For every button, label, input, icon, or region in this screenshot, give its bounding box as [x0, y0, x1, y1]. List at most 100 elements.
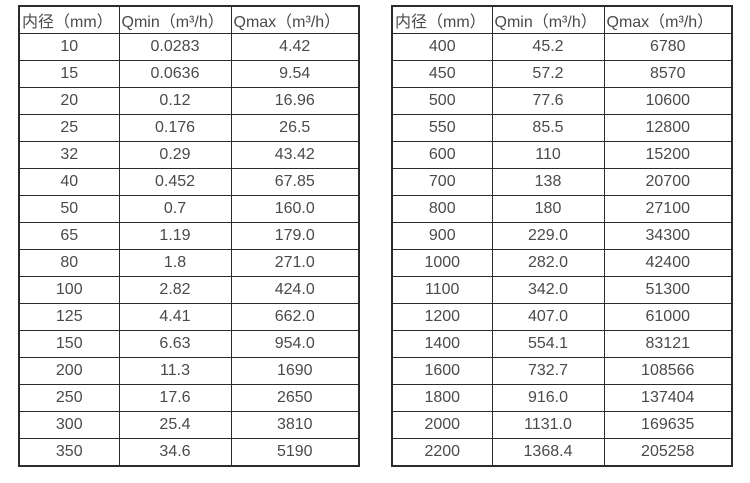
cell-qmax: 3810 — [230, 411, 360, 439]
cell-diameter: 2000 — [391, 411, 493, 439]
cell-diameter: 50 — [18, 195, 120, 223]
cell-qmax: 26.5 — [230, 114, 360, 142]
cell-qmax: 6780 — [603, 33, 733, 61]
table-row: 2200 1368.4 205258 — [391, 438, 733, 467]
table-row: 1100 342.0 51300 — [391, 276, 733, 304]
cell-qmax: 424.0 — [230, 276, 360, 304]
cell-diameter: 15 — [18, 60, 120, 88]
cell-qmin: 1.19 — [118, 222, 232, 250]
table-row: 1200 407.0 61000 — [391, 303, 733, 331]
table-row: 2000 1131.0 169635 — [391, 411, 733, 439]
cell-diameter: 700 — [391, 168, 493, 196]
table-row: 80 1.8 271.0 — [18, 249, 360, 277]
cell-diameter: 550 — [391, 114, 493, 142]
cell-qmin: 0.7 — [118, 195, 232, 223]
cell-qmax: 8570 — [603, 60, 733, 88]
cell-diameter: 1600 — [391, 357, 493, 385]
table-row: 1400 554.1 83121 — [391, 330, 733, 358]
table-row: 1000 282.0 42400 — [391, 249, 733, 277]
table-row: 550 85.5 12800 — [391, 114, 733, 142]
cell-qmax: 662.0 — [230, 303, 360, 331]
cell-qmax: 16.96 — [230, 87, 360, 115]
table-row: 32 0.29 43.42 — [18, 141, 360, 169]
cell-qmax: 2650 — [230, 384, 360, 412]
cell-qmin: 6.63 — [118, 330, 232, 358]
cell-diameter: 1100 — [391, 276, 493, 304]
cell-qmin: 0.452 — [118, 168, 232, 196]
table-row: 350 34.6 5190 — [18, 438, 360, 467]
column-header-qmax: Qmax（m³/h） — [230, 5, 360, 34]
cell-diameter: 800 — [391, 195, 493, 223]
cell-diameter: 100 — [18, 276, 120, 304]
table-row: 1800 916.0 137404 — [391, 384, 733, 412]
table-row: 100 2.82 424.0 — [18, 276, 360, 304]
cell-qmin: 1131.0 — [491, 411, 605, 439]
cell-qmax: 954.0 — [230, 330, 360, 358]
table-row: 400 45.2 6780 — [391, 33, 733, 61]
table-row: 50 0.7 160.0 — [18, 195, 360, 223]
cell-qmax: 169635 — [603, 411, 733, 439]
table-row: 900 229.0 34300 — [391, 222, 733, 250]
cell-qmin: 0.12 — [118, 87, 232, 115]
cell-qmin: 0.0636 — [118, 60, 232, 88]
cell-qmax: 67.85 — [230, 168, 360, 196]
cell-qmin: 2.82 — [118, 276, 232, 304]
cell-diameter: 1800 — [391, 384, 493, 412]
cell-qmax: 205258 — [603, 438, 733, 467]
flow-spec-table-right: 内径（mm） Qmin（m³/h） Qmax（m³/h） 400 45.2 6780… — [391, 5, 733, 467]
table-row: 65 1.19 179.0 — [18, 222, 360, 250]
table-row: 150 6.63 954.0 — [18, 330, 360, 358]
cell-qmin: 554.1 — [491, 330, 605, 358]
cell-qmax: 51300 — [603, 276, 733, 304]
cell-diameter: 1200 — [391, 303, 493, 331]
cell-diameter: 80 — [18, 249, 120, 277]
cell-diameter: 25 — [18, 114, 120, 142]
cell-qmax: 61000 — [603, 303, 733, 331]
table-row: 250 17.6 2650 — [18, 384, 360, 412]
cell-qmax: 27100 — [603, 195, 733, 223]
table-row: 1600 732.7 108566 — [391, 357, 733, 385]
cell-diameter: 400 — [391, 33, 493, 61]
cell-diameter: 125 — [18, 303, 120, 331]
cell-diameter: 450 — [391, 60, 493, 88]
cell-qmin: 0.29 — [118, 141, 232, 169]
table-row: 500 77.6 10600 — [391, 87, 733, 115]
cell-qmin: 4.41 — [118, 303, 232, 331]
cell-diameter: 300 — [18, 411, 120, 439]
cell-diameter: 2200 — [391, 438, 493, 467]
cell-qmin: 229.0 — [491, 222, 605, 250]
cell-qmin: 17.6 — [118, 384, 232, 412]
cell-diameter: 350 — [18, 438, 120, 467]
cell-qmax: 271.0 — [230, 249, 360, 277]
cell-qmax: 20700 — [603, 168, 733, 196]
cell-diameter: 900 — [391, 222, 493, 250]
cell-qmin: 732.7 — [491, 357, 605, 385]
cell-qmin: 110 — [491, 141, 605, 169]
cell-qmax: 5190 — [230, 438, 360, 467]
cell-qmax: 43.42 — [230, 141, 360, 169]
cell-qmax: 10600 — [603, 87, 733, 115]
table-row: 600 110 15200 — [391, 141, 733, 169]
cell-qmin: 282.0 — [491, 249, 605, 277]
cell-diameter: 150 — [18, 330, 120, 358]
flow-spec-table-left: 内径（mm） Qmin（m³/h） Qmax（m³/h） 10 0.0283 4.4… — [18, 5, 360, 467]
table-row: 25 0.176 26.5 — [18, 114, 360, 142]
table-row: 40 0.452 67.85 — [18, 168, 360, 196]
cell-diameter: 250 — [18, 384, 120, 412]
cell-diameter: 500 — [391, 87, 493, 115]
cell-diameter: 40 — [18, 168, 120, 196]
cell-qmin: 1.8 — [118, 249, 232, 277]
cell-qmin: 77.6 — [491, 87, 605, 115]
cell-diameter: 200 — [18, 357, 120, 385]
cell-qmin: 57.2 — [491, 60, 605, 88]
cell-qmin: 0.176 — [118, 114, 232, 142]
table-row: 20 0.12 16.96 — [18, 87, 360, 115]
column-header-qmax: Qmax（m³/h） — [603, 5, 733, 34]
cell-qmax: 179.0 — [230, 222, 360, 250]
cell-diameter: 600 — [391, 141, 493, 169]
table-row: 300 25.4 3810 — [18, 411, 360, 439]
table-row: 800 180 27100 — [391, 195, 733, 223]
cell-qmin: 85.5 — [491, 114, 605, 142]
cell-qmax: 83121 — [603, 330, 733, 358]
